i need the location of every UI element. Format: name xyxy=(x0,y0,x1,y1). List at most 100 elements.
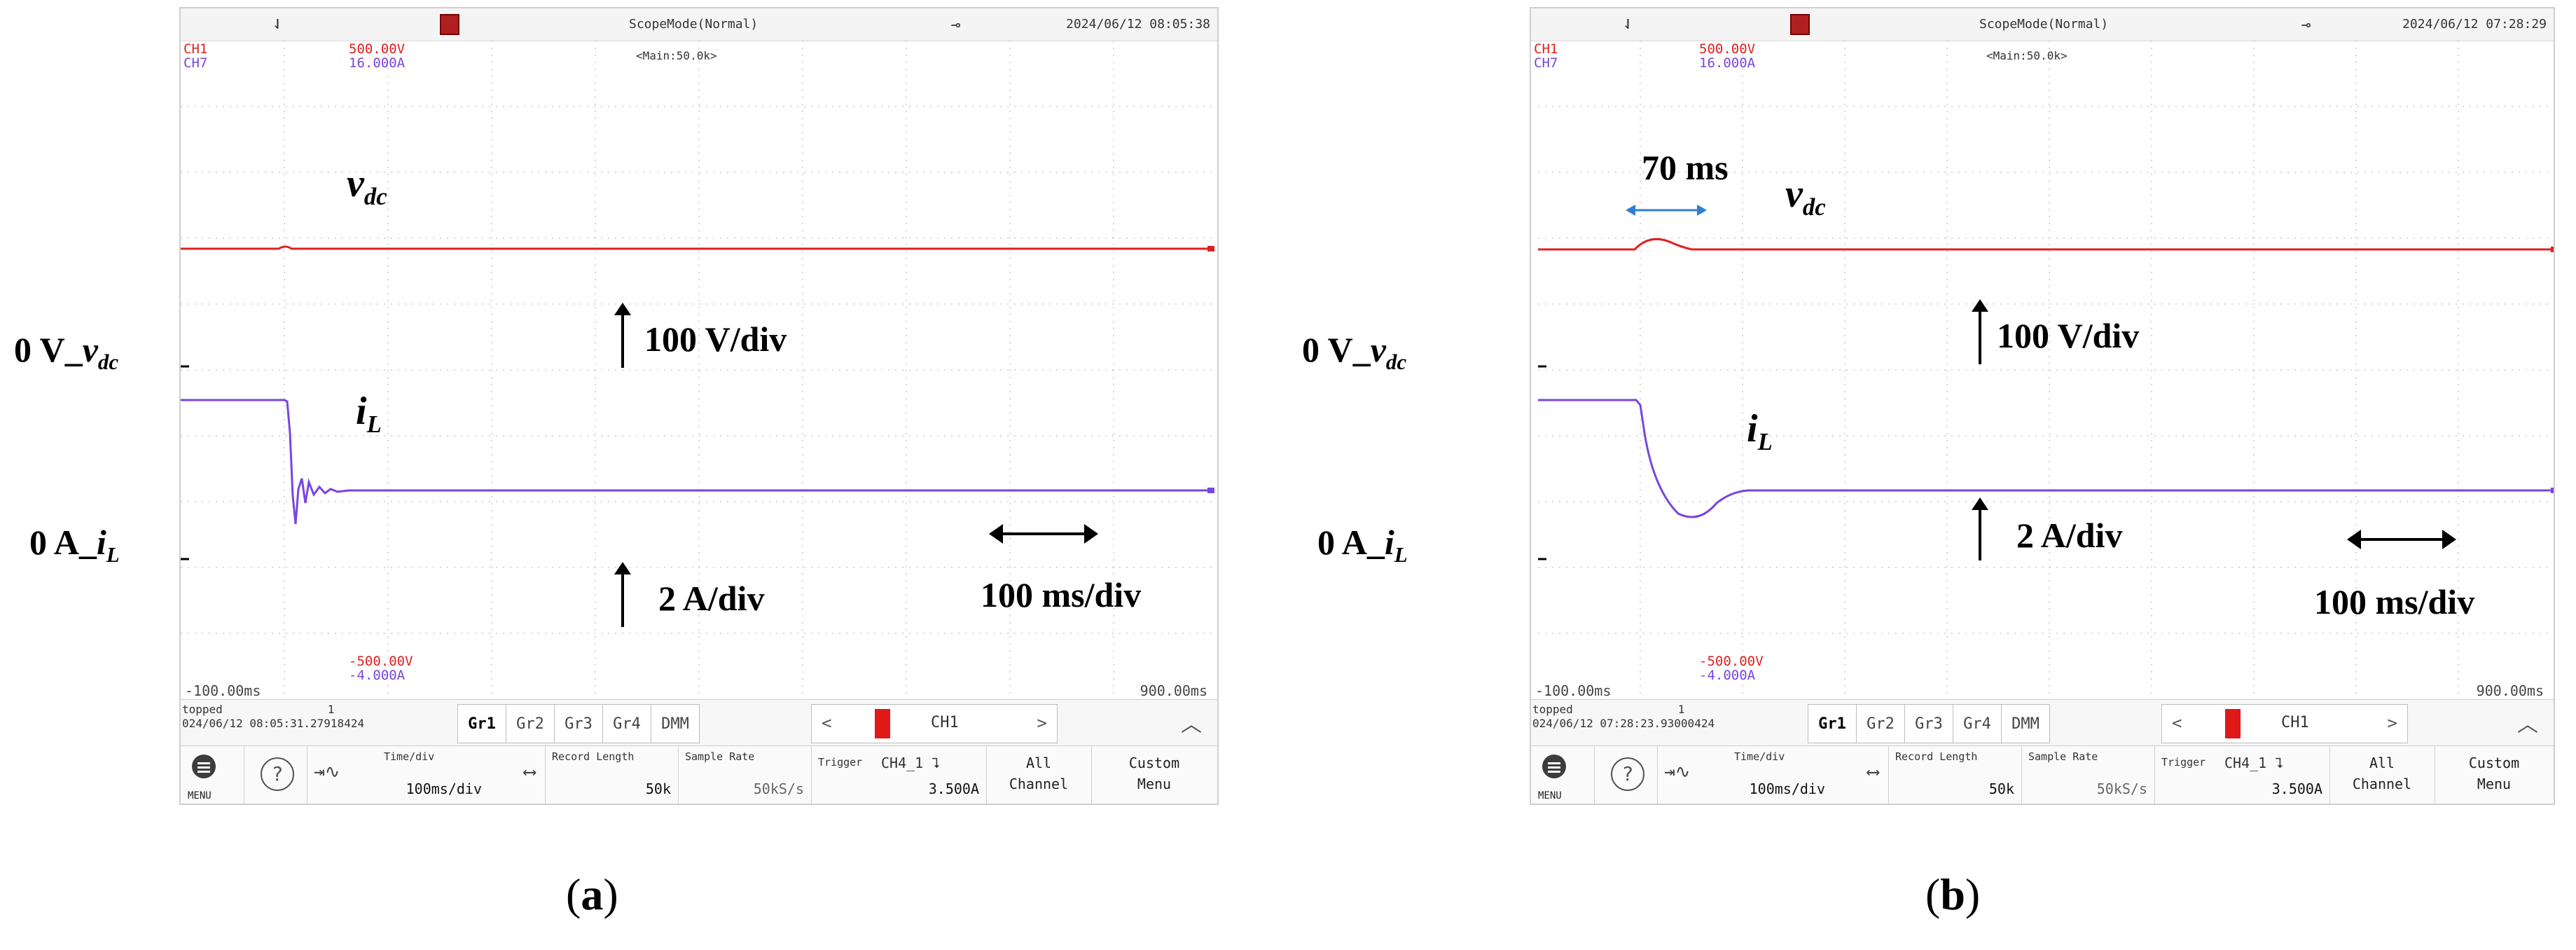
channel-selector[interactable]: < CH1 > xyxy=(2161,704,2408,743)
group-button-gr1[interactable]: Gr1 xyxy=(1808,704,1857,743)
info-strip: topped 1 024/06/12 08:05:31.27918424 Gr1 … xyxy=(181,699,1217,746)
save-icon[interactable] xyxy=(1790,14,1810,35)
delay-arrow-icon xyxy=(1626,205,1707,216)
t-scale-arrow-icon xyxy=(989,524,1098,544)
trigger-level: 3.500A xyxy=(928,780,979,797)
ch7-scale: 16.000A xyxy=(1699,55,1756,71)
acquisition-timestamp: 024/06/12 08:05:31.27918424 xyxy=(182,717,365,730)
all-channel-button[interactable]: All Channel xyxy=(986,746,1092,804)
group-button-gr3[interactable]: Gr3 xyxy=(554,704,603,743)
sample-rate-value: 50kS/s xyxy=(2096,780,2147,797)
chevron-up-icon[interactable]: ︿ xyxy=(1181,712,1202,737)
trigger-source: CH4_1 ⮧ xyxy=(2224,755,2284,771)
zoom-in-wave-icon[interactable]: ⇥∿ xyxy=(1664,762,1691,783)
chevron-right-icon[interactable]: > xyxy=(2387,713,2397,733)
record-length-value: 50k xyxy=(1988,780,2014,797)
zoom-in-wave-icon[interactable]: ⇥∿ xyxy=(314,762,340,783)
record-length-label: Record Length xyxy=(1895,750,1978,763)
help-button[interactable]: ? xyxy=(244,746,307,804)
vdc-trace xyxy=(1538,238,2554,251)
trigger-control[interactable]: Trigger CH4_1 ⮧ 3.500A xyxy=(811,746,987,804)
ch7-label: CH7 xyxy=(1534,55,1558,71)
status-bar: ⇃ ScopeMode(Normal) ⊸ 2024/06/12 07:28:2… xyxy=(1531,8,2554,41)
menu-icon xyxy=(1542,755,1566,778)
menu-label: MENU xyxy=(188,790,212,801)
trigger-label: Trigger xyxy=(818,756,863,769)
vdc-label: vdc xyxy=(1785,172,1826,221)
v-scale-arrow-icon xyxy=(614,303,631,368)
save-icon[interactable] xyxy=(440,14,459,35)
scope-mode: ScopeMode(Normal) xyxy=(1979,17,2109,32)
trigger-marker-icon: ⇃ xyxy=(272,13,283,34)
channel-selector[interactable]: < CH1 > xyxy=(811,704,1058,743)
group-button-gr4[interactable]: Gr4 xyxy=(1953,704,2002,743)
il-trace xyxy=(1538,399,2554,518)
all-channel-line1: All xyxy=(2369,755,2395,771)
all-channel-line1: All xyxy=(1025,755,1052,771)
status-bar: ⇃ ScopeMode(Normal) ⊸ 2024/06/12 08:05:3… xyxy=(181,8,1217,41)
record-length-control[interactable]: Record Length 50k xyxy=(1888,746,2022,804)
group-button-dmm[interactable]: DMM xyxy=(651,704,700,743)
ch1-scale: 500.00V xyxy=(1699,41,1756,57)
trigger-label: Trigger xyxy=(2161,756,2206,769)
time-div-label: Time/div xyxy=(384,750,435,763)
group-buttons: Gr1 Gr2 Gr3 Gr4 DMM xyxy=(457,704,700,743)
group-button-gr4[interactable]: Gr4 xyxy=(602,704,651,743)
ch7-bottom-scale: -4.000A xyxy=(1699,668,1756,683)
sample-rate-label: Sample Rate xyxy=(2028,750,2098,763)
chevron-left-icon[interactable]: < xyxy=(822,713,832,733)
time-div-control[interactable]: ⇥∿ Time/div 100ms/div ⟷ xyxy=(307,746,546,804)
custom-menu-button[interactable]: Custom Menu xyxy=(1091,746,1217,804)
custom-menu-button[interactable]: Custom Menu xyxy=(2435,746,2554,804)
chevron-up-icon[interactable]: ︿ xyxy=(2517,712,2538,737)
trigger-source: CH4_1 ⮧ xyxy=(881,755,941,771)
group-button-dmm[interactable]: DMM xyxy=(2001,704,2050,743)
chevron-right-icon[interactable]: > xyxy=(1037,713,1047,733)
channel-selector-value: CH1 xyxy=(931,714,959,731)
datetime: 2024/06/12 08:05:38 xyxy=(1066,17,1210,32)
oscilloscope-screen: ⇃ ScopeMode(Normal) ⊸ 2024/06/12 07:28:2… xyxy=(1530,7,2555,805)
help-button[interactable]: ? xyxy=(1594,746,1658,804)
ref-vdc-label: 0 V_vdc xyxy=(1302,330,1407,374)
i-scale-arrow-icon xyxy=(1972,497,1988,560)
record-length-label: Record Length xyxy=(552,750,635,763)
delay-label: 70 ms xyxy=(1642,148,1729,187)
ref-il-label: 0 A_iL xyxy=(1317,523,1408,567)
all-channel-line2: Channel xyxy=(2352,776,2412,792)
group-button-gr2[interactable]: Gr2 xyxy=(1856,704,1905,743)
time-div-control[interactable]: ⇥∿ Time/div 100ms/div ⟷ xyxy=(1657,746,1889,804)
chevron-left-icon[interactable]: < xyxy=(2172,713,2182,733)
menu-icon xyxy=(192,755,216,778)
sample-rate-value: 50kS/s xyxy=(753,780,804,797)
group-button-gr1[interactable]: Gr1 xyxy=(457,704,506,743)
ch7-scale: 16.000A xyxy=(349,55,406,71)
ch7-bottom-scale: -4.000A xyxy=(349,668,406,683)
group-button-gr3[interactable]: Gr3 xyxy=(1904,704,1953,743)
sample-rate-control[interactable]: Sample Rate 50kS/s xyxy=(678,746,812,804)
acquisition-info: topped 1 024/06/12 08:05:31.27918424 xyxy=(182,703,364,731)
all-channel-button[interactable]: All Channel xyxy=(2329,746,2435,804)
i-scale-label: 2 A/div xyxy=(2016,516,2123,555)
il-trace xyxy=(181,399,1210,525)
caption-b: (b) xyxy=(1925,869,1981,919)
time-right-label: 900.00ms xyxy=(2476,682,2544,699)
trigger-control[interactable]: Trigger CH4_1 ⮧ 3.500A xyxy=(2154,746,2330,804)
waveform-grid xyxy=(1538,41,2554,699)
zoom-out-wave-icon[interactable]: ⟷ xyxy=(1867,762,1878,783)
time-left-label: -100.00ms xyxy=(1535,682,1612,699)
datetime: 2024/06/12 07:28:29 xyxy=(2402,17,2547,32)
menu-bar: MENU ? ⇥∿ Time/div 100ms/div ⟷ Record Le… xyxy=(181,745,1217,804)
panel-a: 0 V_vdc 0 A_iL ⇃ ScopeMode(Normal) ⊸ 202… xyxy=(14,7,1219,919)
i-scale-label: 2 A/div xyxy=(658,579,765,618)
menu-button[interactable]: MENU xyxy=(181,746,244,804)
sample-rate-control[interactable]: Sample Rate 50kS/s xyxy=(2021,746,2155,804)
ch7-label: CH7 xyxy=(183,55,208,71)
ch1-bottom-scale: -500.00V xyxy=(1699,654,1764,669)
group-button-gr2[interactable]: Gr2 xyxy=(506,704,555,743)
stopped-status: topped xyxy=(182,703,223,716)
zoom-out-wave-icon[interactable]: ⟷ xyxy=(524,762,535,783)
record-length-control[interactable]: Record Length 50k xyxy=(545,746,679,804)
time-left-label: -100.00ms xyxy=(185,682,261,699)
i-scale-arrow-icon xyxy=(614,562,631,627)
menu-button[interactable]: MENU xyxy=(1531,746,1595,804)
